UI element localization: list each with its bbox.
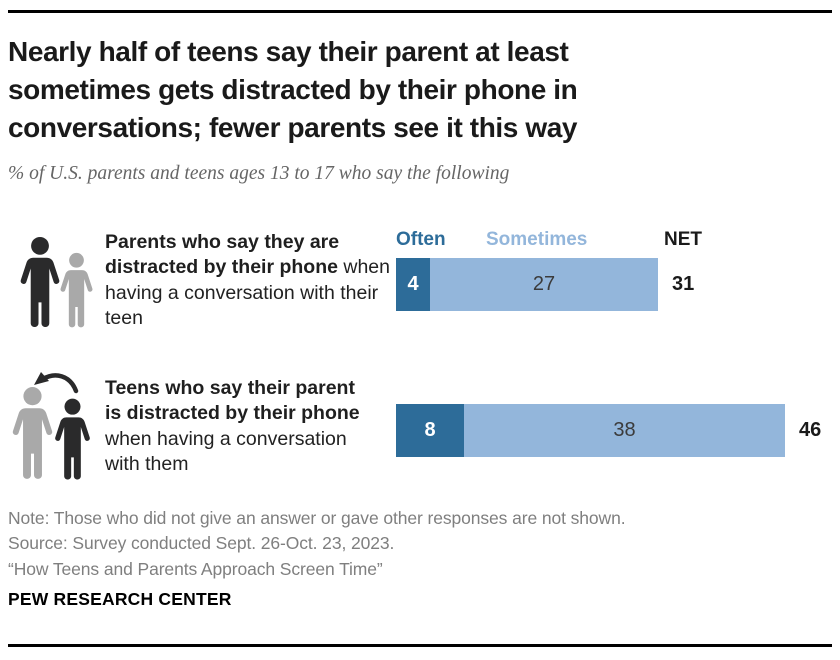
bar-parents-sometimes-segment: 27 xyxy=(430,258,658,311)
bar-teens-often-segment: 8 xyxy=(396,404,464,457)
pew-research-center-wordmark: PEW RESEARCH CENTER xyxy=(8,589,232,609)
legend-net-label: NET xyxy=(664,229,702,250)
top-divider xyxy=(8,10,832,13)
title-line-1: Nearly half of teens say their parent at… xyxy=(8,36,569,67)
bottom-divider xyxy=(8,644,832,647)
bar-teens-often-value: 8 xyxy=(424,419,436,441)
row-parents-label-bold: Parents who say they are distracted by t… xyxy=(105,231,340,279)
note-line: Note: Those who did not give an answer o… xyxy=(8,508,626,528)
row-teens-label: Teens who say their parent is distracted… xyxy=(105,376,363,477)
row-teens-label-bold: Teens who say their parent is distracted… xyxy=(105,377,360,425)
title-line-2: sometimes gets distracted by their phone… xyxy=(8,74,578,105)
bar-parents-sometimes-value: 27 xyxy=(532,273,556,295)
row-parents-label-rest: when having a conversation with their te… xyxy=(105,256,390,329)
row-parents-label: Parents who say they are distracted by t… xyxy=(105,230,397,331)
legend-sometimes-label: Sometimes xyxy=(486,229,588,250)
curved-arrow-icon xyxy=(34,372,79,394)
legend-often-label: Often xyxy=(396,229,446,250)
parents-with-teen-icon xyxy=(14,236,106,331)
bar-parents-often-value: 4 xyxy=(407,273,419,295)
report-title-line: “How Teens and Parents Approach Screen T… xyxy=(8,558,383,579)
chart-subtitle: % of U.S. parents and teens ages 13 to 1… xyxy=(8,163,510,184)
bar-teens-sometimes-value: 38 xyxy=(613,419,636,441)
bar-parents: 4 27 31 xyxy=(396,258,694,311)
chart-title: Nearly half of teens say their parent at… xyxy=(8,33,578,147)
title-line-3: conversations; fewer parents see it this… xyxy=(8,112,578,143)
teen-figure-icon xyxy=(55,252,98,330)
bar-parents-often-segment: 4 xyxy=(396,258,430,311)
bar-teens-sometimes-segment: 38 xyxy=(464,404,785,457)
bar-teens-net-value: 46 xyxy=(799,419,822,441)
teen-figure-icon xyxy=(49,398,96,482)
row-teens-label-rest: when having a conversation with them xyxy=(105,427,347,475)
teen-with-parent-icon xyxy=(6,366,106,483)
bar-teens: 8 38 46 xyxy=(396,404,821,457)
footnotes: Note: Those who did not give an answer o… xyxy=(8,506,626,582)
source-line: Source: Survey conducted Sept. 26-Oct. 2… xyxy=(8,533,395,554)
bar-parents-net-value: 31 xyxy=(672,273,695,295)
